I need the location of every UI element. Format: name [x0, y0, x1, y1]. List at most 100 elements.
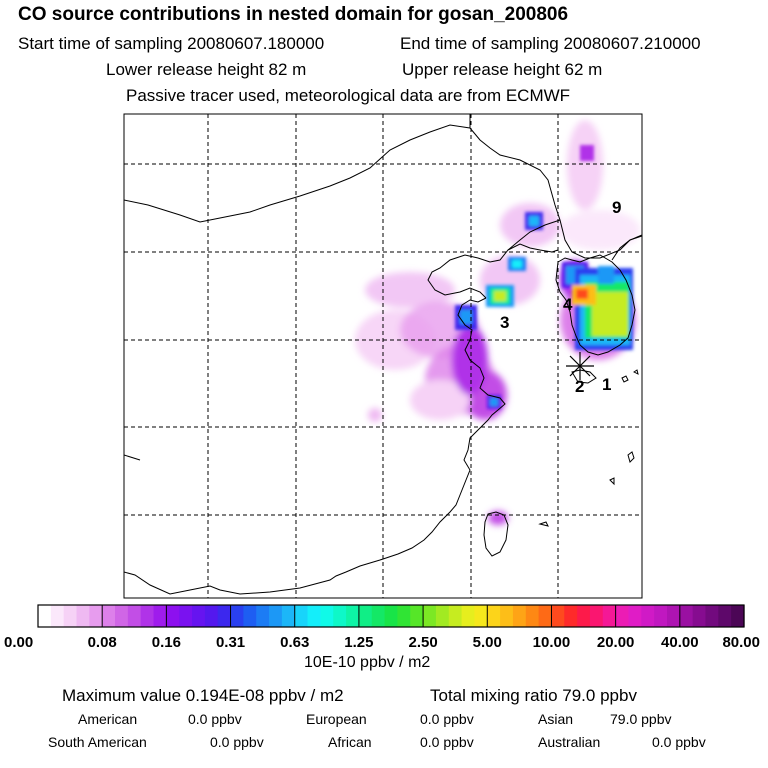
coastlines: [124, 114, 642, 595]
map-plot: 1 2 3 4 9: [123, 113, 643, 599]
colorbar-tick-label: 1.25: [344, 634, 373, 651]
colorbar-cell: [50, 605, 65, 627]
american-label: American: [78, 711, 138, 727]
colorbar-cell: [256, 605, 270, 627]
lower-height-label: Lower release height 82 m: [106, 60, 307, 79]
colorbar-cell: [718, 605, 732, 627]
marker-label-9: 9: [612, 198, 621, 217]
colorbar-tick-label: 2.50: [408, 634, 437, 651]
colorbar-tick-label: 0.00: [4, 634, 33, 651]
upper-height-label: Upper release height 62 m: [402, 60, 603, 79]
colorbar-cell: [589, 605, 604, 627]
american-value: 0.0 ppbv: [188, 711, 242, 727]
australian-label: Australian: [538, 734, 601, 750]
colorbar-units: 10E-10 ppbv / m2: [304, 654, 431, 671]
colorbar-cell: [512, 605, 527, 627]
colorbar-tick-label: 20.00: [597, 634, 635, 651]
asian-label: Asian: [538, 711, 574, 727]
colorbar-cell: [423, 605, 437, 627]
colorbar-cell: [76, 605, 90, 627]
colorbar-cell: [705, 605, 719, 627]
plume-haze: [355, 120, 640, 525]
colorbar-cell: [243, 605, 257, 627]
colorbar-cell: [461, 605, 476, 627]
marker-label-3: 3: [500, 313, 509, 332]
colorbar-cell: [269, 605, 283, 627]
african-label: African: [328, 734, 372, 750]
european-value: 0.0 ppbv: [420, 711, 474, 727]
colorbar-cell: [397, 605, 411, 627]
colorbar-cell: [679, 605, 694, 627]
african-value: 0.0 ppbv: [420, 734, 474, 750]
colorbar-cell: [320, 605, 334, 627]
colorbar-cell: [230, 605, 244, 627]
marker-label-2: 2: [575, 377, 584, 396]
colorbar-cell: [166, 605, 180, 627]
european-label: European: [306, 711, 367, 727]
colorbar: 0.00 0.08 0.16 0.31 0.63 1.25 2.50 5.00 10.00 20.…: [4, 604, 760, 651]
colorbar-cell: [281, 605, 296, 627]
colorbar-cell: [179, 605, 193, 627]
colorbar-cell: [153, 605, 167, 627]
colorbar-cell: [564, 605, 578, 627]
colorbar-cell: [102, 605, 116, 627]
colorbar-cell: [358, 605, 373, 627]
colorbar-tick-label: 40.00: [661, 634, 699, 651]
colorbar-cell: [294, 605, 309, 627]
colorbar-cell: [204, 605, 219, 627]
colorbar-tick-label: 10.00: [533, 634, 571, 651]
colorbar-cell: [371, 605, 386, 627]
colorbar-cell: [217, 605, 232, 627]
start-time-label: Start time of sampling 20080607.180000: [18, 34, 325, 53]
colorbar-cell: [307, 605, 321, 627]
marker-label-1: 1: [602, 375, 611, 394]
end-time-label: End time of sampling 20080607.210000: [400, 34, 701, 53]
colorbar-cell: [615, 605, 630, 627]
colorbar-cell: [666, 605, 681, 627]
marker-label-4: 4: [563, 295, 573, 314]
colorbar-cell: [577, 605, 591, 627]
map-grid: [124, 114, 642, 598]
south-american-label: South American: [48, 734, 147, 750]
total-mixing-label: Total mixing ratio 79.0 ppbv: [430, 686, 637, 705]
tracer-note: Passive tracer used, meteorological data…: [126, 86, 571, 105]
colorbar-cell: [140, 605, 155, 627]
colorbar-cell: [551, 605, 565, 627]
colorbar-tick-label: 0.63: [280, 634, 309, 651]
colorbar-cell: [628, 605, 642, 627]
colorbar-cell: [89, 605, 103, 627]
colorbar-cell: [410, 605, 424, 627]
colorbar-cell: [500, 605, 514, 627]
max-value-label: Maximum value 0.194E-08 ppbv / m2: [62, 686, 344, 705]
map-frame: [123, 113, 643, 599]
colorbar-cell: [602, 605, 617, 627]
colorbar-tick-label: 0.08: [88, 634, 117, 651]
asian-value: 79.0 ppbv: [610, 711, 672, 727]
colorbar-cell: [435, 605, 450, 627]
south-american-value: 0.0 ppbv: [210, 734, 264, 750]
colorbar-cell: [192, 605, 206, 627]
colorbar-cell: [654, 605, 668, 627]
colorbar-cell: [346, 605, 360, 627]
colorbar-cell: [333, 605, 347, 627]
colorbar-cell: [384, 605, 399, 627]
colorbar-cell: [641, 605, 655, 627]
chart-title: CO source contributions in nested domain…: [18, 4, 569, 25]
colorbar-cell: [474, 605, 488, 627]
colorbar-cell: [487, 605, 501, 627]
colorbar-cell: [38, 605, 52, 627]
colorbar-tick-label: 0.31: [216, 634, 245, 651]
colorbar-cell: [538, 605, 553, 627]
colorbar-cell: [692, 605, 707, 627]
colorbar-cell: [525, 605, 540, 627]
colorbar-cell: [448, 605, 463, 627]
colorbar-cell: [63, 605, 78, 627]
colorbar-tick-label: 80.00: [722, 634, 760, 651]
australian-value: 0.0 ppbv: [652, 734, 706, 750]
receptor-marker-icon: [566, 352, 594, 380]
colorbar-cell: [115, 605, 129, 627]
colorbar-cell: [731, 605, 745, 627]
colorbar-cell: [127, 605, 142, 627]
colorbar-tick-label: 0.16: [152, 634, 181, 651]
colorbar-tick-label: 5.00: [473, 634, 502, 651]
